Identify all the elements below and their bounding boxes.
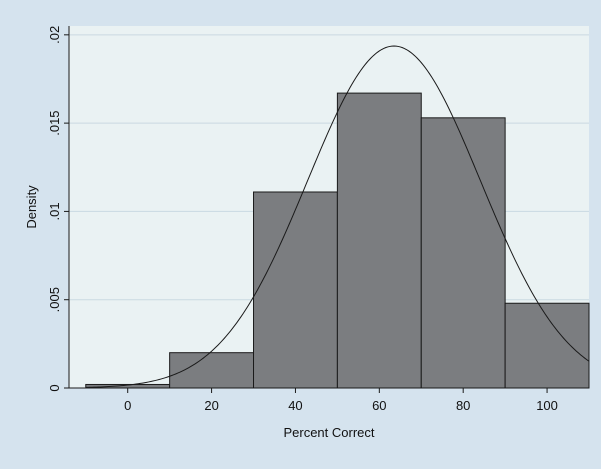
y-tick-label-3: .015 [47, 110, 62, 135]
x-tick-label-4: 80 [456, 398, 470, 413]
y-tick-label-4: .02 [47, 26, 62, 44]
y-tick-label-1: .005 [47, 287, 62, 312]
y-tick-label-2: .01 [47, 202, 62, 220]
y-axis-label: Density [24, 185, 39, 229]
x-axis-ticks: 0 20 40 60 80 100 [124, 388, 558, 413]
x-tick-label-0: 0 [124, 398, 131, 413]
axes [68, 26, 589, 389]
histogram-bar-5 [420, 117, 506, 389]
y-tick-label-0: 0 [47, 384, 62, 391]
histogram-bars [85, 92, 590, 389]
x-tick-label-2: 40 [288, 398, 302, 413]
x-tick-label-1: 20 [204, 398, 218, 413]
histogram-bar-2 [169, 352, 255, 389]
y-axis-ticks: 0 .005 .01 .015 .02 [47, 26, 69, 392]
normal-density-curve [85, 45, 590, 388]
x-tick-label-5: 100 [536, 398, 558, 413]
histogram-bar-4 [336, 92, 422, 389]
histogram-bar-3 [253, 191, 338, 389]
x-axis-label: Percent Correct [283, 425, 374, 440]
x-tick-label-3: 60 [372, 398, 386, 413]
